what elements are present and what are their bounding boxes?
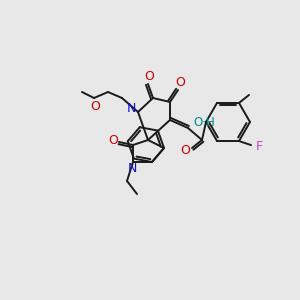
Text: O: O (175, 76, 185, 89)
Text: O·H: O·H (193, 116, 215, 130)
Text: O: O (90, 100, 100, 112)
Text: N: N (127, 163, 137, 176)
Text: O: O (144, 70, 154, 83)
Text: N: N (126, 101, 136, 115)
Text: O: O (180, 143, 190, 157)
Text: O: O (108, 134, 118, 148)
Text: F: F (255, 140, 262, 153)
